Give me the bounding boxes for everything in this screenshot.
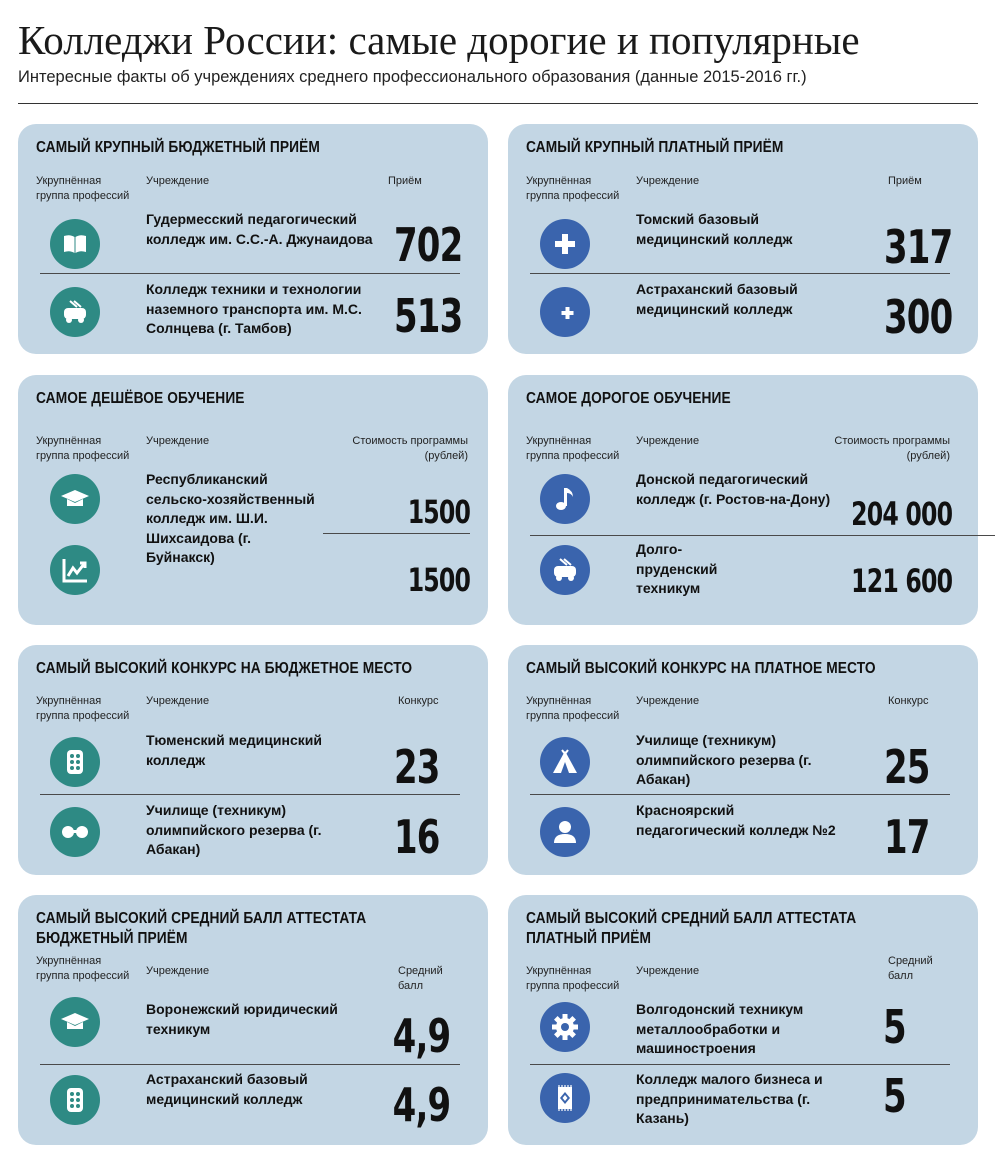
card-title: САМЫЙ ВЫСОКИЙ СРЕДНИЙ БАЛЛ АТТЕСТАТА ПЛА… [526,910,857,947]
institution-name: Донской педагогический колледж (г. Росто… [636,471,831,507]
card-highest-gpa-paid: САМЫЙ ВЫСОКИЙ СРЕДНИЙ БАЛЛ АТТЕСТАТА ПЛА… [508,895,978,1145]
value-number: 17 [884,810,930,864]
column-header-institution: Учреждение [636,435,700,447]
gear-icon [540,1002,590,1052]
value-number: 23 [394,740,440,794]
pills-icon [50,1075,100,1125]
pills-icon [50,737,100,787]
graduation-cap-icon [50,474,100,524]
person-icon [540,807,590,857]
card-largest-paid-intake: САМЫЙ КРУПНЫЙ ПЛАТНЫЙ ПРИЁМ Укрупнённая … [508,124,978,354]
column-header-value: Конкурс [888,695,929,707]
column-header-value: Приём [388,175,422,187]
institution-name: Училище (техникум) олимпийского резерва … [636,732,812,787]
row-divider [530,535,995,536]
institution-name: Училище (техникум) олимпийского резерва … [146,802,322,857]
column-header-group: Укрупнённая группа профессий [36,435,130,462]
card-largest-budget-intake: САМЫЙ КРУПНЫЙ БЮДЖЕТНЫЙ ПРИЁМ Укрупнённа… [18,124,488,354]
carpet-icon [540,1073,590,1123]
value-number: 204 000 [850,495,953,533]
column-header-institution: Учреждение [146,435,210,447]
medical-cross-icon [540,219,590,269]
page-subtitle: Интересные факты об учреждениях среднего… [18,68,807,86]
card-highest-competition-budget: САМЫЙ ВЫСОКИЙ КОНКУРС НА БЮДЖЕТНОЕ МЕСТО… [18,645,488,875]
column-header-institution: Учреждение [636,695,700,707]
column-header-group: Укрупнённая группа профессий [526,695,620,722]
institution-name: Красноярский педагогический колледж №2 [636,802,836,838]
institution-name: Астраханский базовый медицинский колледж [636,281,798,317]
value-number: 4,9 [392,1078,450,1132]
page-title: Колледжи России: самые дорогие и популяр… [18,17,860,63]
column-header-value: Средний балл [888,955,933,982]
column-header-value: Приём [888,175,922,187]
growth-chart-icon [50,545,100,595]
value-number: 300 [883,290,953,344]
institution-name: Долго-пруденский техникум [636,541,718,596]
card-most-expensive-tuition: САМОЕ ДОРОГОЕ ОБУЧЕНИЕ Укрупнённая групп… [508,375,995,625]
graduation-cap-icon [50,997,100,1047]
glasses-icon [50,807,100,857]
institution-name: Гудермесский педагогический колледж им. … [146,211,373,247]
value-number: 121 600 [850,562,953,600]
value-number: 5 [883,1000,907,1054]
row-divider [530,273,950,274]
card-highest-competition-paid: САМЫЙ ВЫСОКИЙ КОНКУРС НА ПЛАТНОЕ МЕСТО У… [508,645,978,875]
card-title: САМЫЙ КРУПНЫЙ ПЛАТНЫЙ ПРИЁМ [526,139,784,156]
value-number: 317 [883,220,953,274]
row-divider [40,1064,460,1065]
column-header-group: Укрупнённая группа профессий [36,695,130,722]
institution-name: Томский базовый медицинский колледж [636,211,793,247]
value-number: 5 [883,1069,907,1123]
value-number: 1500 [407,561,471,599]
column-header-value: Средний балл [398,965,443,992]
institution-name: Колледж техники и технологии наземного т… [146,281,362,336]
card-title: САМОЕ ДОРОГОЕ ОБУЧЕНИЕ [526,390,731,407]
column-header-group: Укрупнённая группа профессий [526,435,620,462]
institution-name: Республиканский сельско-хозяйственный ко… [146,471,315,565]
column-header-value: Конкурс [398,695,439,707]
column-header-group: Укрупнённая группа профессий [36,955,130,982]
column-header-value: Стоимость программы (рублей) [352,435,468,462]
card-title: САМЫЙ ВЫСОКИЙ КОНКУРС НА ПЛАТНОЕ МЕСТО [526,660,876,677]
row-divider [530,1064,950,1065]
row-divider [40,273,460,274]
institution-name: Воронежский юридический техникум [146,1001,338,1037]
column-header-group: Укрупнённая группа профессий [526,175,620,202]
trolleybus-icon [540,545,590,595]
music-note-icon [540,474,590,524]
institution-name: Тюменский медицинский колледж [146,732,322,768]
card-title: САМЫЙ ВЫСОКИЙ КОНКУРС НА БЮДЖЕТНОЕ МЕСТО [36,660,413,677]
institution-name: Волгодонский техникум металлообработки и… [636,1001,804,1056]
column-header-institution: Учреждение [146,175,210,187]
institution-name: Колледж малого бизнеса и предприниматель… [636,1071,823,1126]
column-header-institution: Учреждение [146,695,210,707]
value-number: 4,9 [392,1009,450,1063]
column-header-institution: Учреждение [636,965,700,977]
row-divider [323,533,470,534]
tent-icon [540,737,590,787]
row-divider [530,794,950,795]
value-number: 25 [884,740,930,794]
crescent-cross-icon [540,287,590,337]
column-header-institution: Учреждение [146,965,210,977]
card-cheapest-tuition: САМОЕ ДЕШЁВОЕ ОБУЧЕНИЕ Укрупнённая групп… [18,375,488,625]
card-highest-gpa-budget: САМЫЙ ВЫСОКИЙ СРЕДНИЙ БАЛЛ АТТЕСТАТА БЮД… [18,895,488,1145]
card-title: САМЫЙ ВЫСОКИЙ СРЕДНИЙ БАЛЛ АТТЕСТАТА БЮД… [36,910,367,947]
column-header-group: Укрупнённая группа профессий [526,965,620,992]
column-header-group: Укрупнённая группа профессий [36,175,130,202]
value-number: 16 [394,810,440,864]
column-header-institution: Учреждение [636,175,700,187]
institution-name: Астраханский базовый медицинский колледж [146,1071,308,1107]
card-title: САМЫЙ КРУПНЫЙ БЮДЖЕТНЫЙ ПРИЁМ [36,139,320,156]
value-number: 702 [393,218,463,272]
title-divider [18,103,978,104]
value-number: 1500 [407,493,471,531]
row-divider [40,794,460,795]
column-header-value: Стоимость программы (рублей) [834,435,950,462]
book-icon [50,219,100,269]
card-title: САМОЕ ДЕШЁВОЕ ОБУЧЕНИЕ [36,390,245,407]
trolleybus-icon [50,287,100,337]
value-number: 513 [393,289,463,343]
